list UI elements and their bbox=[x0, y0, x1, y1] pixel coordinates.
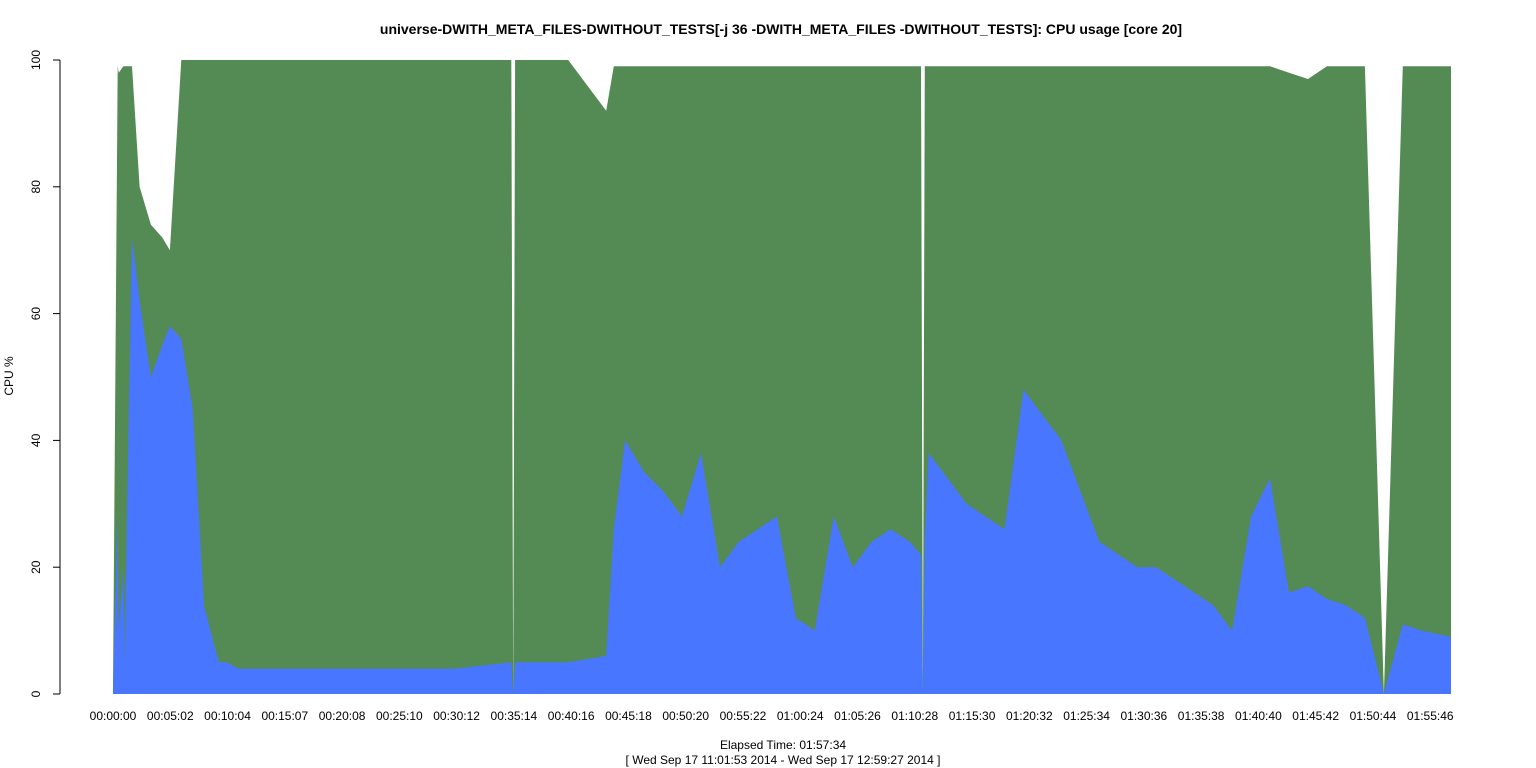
x-tick-label: 01:35:38 bbox=[1178, 709, 1225, 723]
x-tick-label: 01:55:46 bbox=[1407, 709, 1454, 723]
y-axis: 0 20 40 60 80 100 bbox=[29, 50, 61, 697]
x-tick-label: 00:40:16 bbox=[548, 709, 595, 723]
x-tick-label: 01:10:28 bbox=[891, 709, 938, 723]
y-tick-label: 40 bbox=[29, 433, 43, 447]
x-axis-label: Elapsed Time: 01:57:34 bbox=[719, 738, 847, 752]
x-tick-label: 00:00:00 bbox=[90, 709, 137, 723]
y-tick-label: 20 bbox=[29, 560, 43, 574]
x-tick-label: 00:50:20 bbox=[662, 709, 709, 723]
x-tick-label: 01:45:42 bbox=[1292, 709, 1339, 723]
series-area-1 bbox=[113, 60, 1451, 694]
x-tick-label: 01:50:44 bbox=[1350, 709, 1397, 723]
x-axis: 00:00:00 00:05:02 00:10:04 00:15:07 00:20:08… bbox=[90, 709, 1454, 723]
x-tick-label: 00:45:18 bbox=[605, 709, 652, 723]
y-tick-label: 60 bbox=[29, 307, 43, 321]
x-tick-label: 01:40:40 bbox=[1235, 709, 1282, 723]
time-range-label: [ Wed Sep 17 11:01:53 2014 - Wed Sep 17 … bbox=[625, 753, 941, 767]
x-tick-label: 01:00:24 bbox=[777, 709, 824, 723]
y-tick-label: 80 bbox=[29, 180, 43, 194]
x-tick-label: 00:20:08 bbox=[319, 709, 366, 723]
x-tick-label: 00:35:14 bbox=[491, 709, 538, 723]
x-tick-label: 00:25:10 bbox=[376, 709, 423, 723]
chart-title: universe-DWITH_META_FILES-DWITHOUT_TESTS… bbox=[379, 21, 1183, 37]
x-tick-label: 01:05:26 bbox=[834, 709, 881, 723]
x-tick-label: 00:10:04 bbox=[204, 709, 251, 723]
x-tick-label: 00:05:02 bbox=[147, 709, 194, 723]
plot-areas bbox=[113, 60, 1451, 694]
x-tick-label: 01:15:30 bbox=[949, 709, 996, 723]
x-tick-label: 00:55:22 bbox=[720, 709, 767, 723]
x-tick-label: 00:30:12 bbox=[433, 709, 480, 723]
x-tick-label: 00:15:07 bbox=[261, 709, 308, 723]
y-tick-label: 100 bbox=[29, 50, 43, 70]
series-area-0 bbox=[113, 237, 1451, 694]
x-tick-label: 01:20:32 bbox=[1006, 709, 1053, 723]
y-tick-label: 0 bbox=[29, 690, 43, 697]
x-tick-label: 01:30:36 bbox=[1121, 709, 1168, 723]
x-tick-label: 01:25:34 bbox=[1063, 709, 1110, 723]
